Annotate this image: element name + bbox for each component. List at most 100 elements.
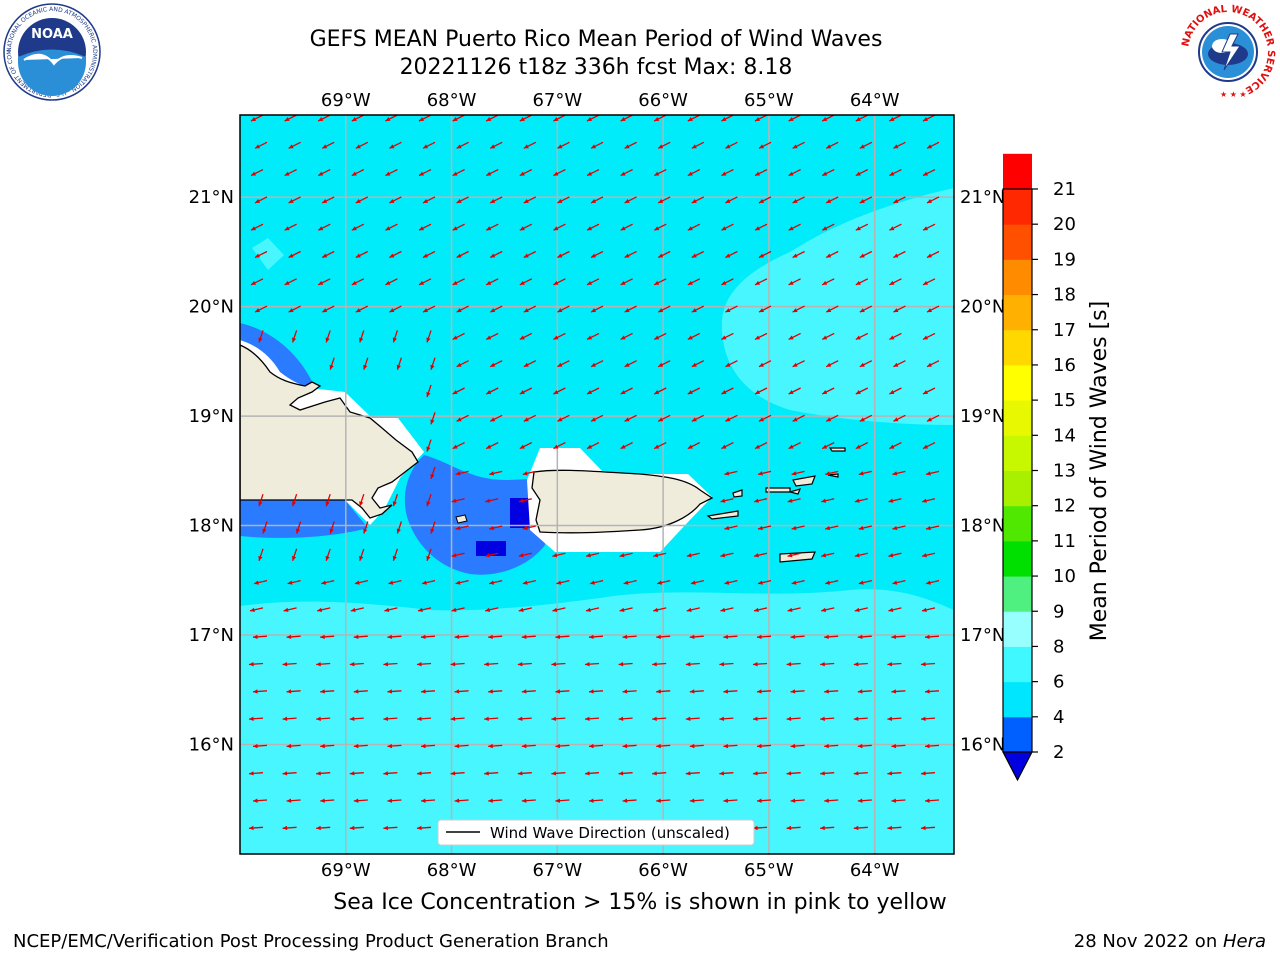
wind-arrow [788,223,801,231]
wind-arrow [283,607,297,613]
wind-arrow [893,360,906,368]
wind-arrow [450,771,465,776]
wind-arrow [753,552,768,558]
wind-arrow [452,387,465,395]
wind-arrow [620,387,633,395]
wind-arrow [248,716,264,721]
wind-arrow [924,689,940,694]
wind-arrow [418,169,432,177]
wind-arrow [392,493,399,507]
wind-arrow [521,798,536,803]
wind-arrow [489,525,503,531]
wind-arrow [656,798,671,803]
wind-arrow [821,169,835,177]
wind-arrow [456,250,469,259]
wind-arrow [586,278,600,286]
wind-arrow [720,552,734,558]
footer-host: Hera [1222,931,1266,952]
wind-arrow [624,141,637,149]
wind-arrow [889,223,902,231]
wind-arrow [752,662,768,667]
wind-arrow [754,115,768,122]
wind-arrow [753,607,768,613]
wind-arrow [620,169,633,177]
wind-arrow [689,798,704,803]
wind-arrow [622,689,637,694]
wind-arrow [921,552,936,558]
wind-arrow [325,493,331,507]
wind-arrow [416,716,432,721]
field-under-2-b [510,498,530,528]
wind-arrow [721,223,734,231]
wind-arrow [353,634,368,640]
wind-arrow [788,169,801,177]
wind-arrow [652,716,667,721]
lon-label-bottom: 64°W [850,860,900,881]
wind-arrow [392,330,399,343]
wind-arrow [687,442,701,450]
wind-arrow [691,360,705,368]
wind-arrow [825,250,839,259]
wind-arrow [825,414,839,422]
wind-arrow [321,250,335,259]
wind-arrow [387,689,402,694]
wind-arrow [452,169,465,177]
chart-title: GEFS MEAN Puerto Rico Mean Period of Win… [240,26,952,82]
wind-arrow [585,552,600,558]
wind-arrow [350,607,364,613]
wind-arrow [725,250,738,259]
wind-arrow [485,442,499,450]
wind-arrow [821,442,835,450]
wind-arrow [922,332,936,340]
wind-arrow [253,579,268,585]
wind-arrow [555,634,570,640]
wind-arrow [889,169,902,177]
wind-arrow [820,825,835,831]
wind-arrow [721,278,734,286]
wind-arrow [359,548,365,562]
wind-arrow [657,250,671,259]
wind-arrow [363,357,369,370]
wind-arrow [624,414,637,422]
wind-arrow [316,716,331,721]
wind-arrow [321,305,335,313]
wind-arrow [892,579,906,585]
wind-arrow [288,305,301,313]
axis-labels: 69°W 69°W 68°W 68°W 67°W 67°W 66°W 66°W 65°W 65°W… [189,90,1006,881]
wind-arrow [489,360,503,368]
wind-arrow [551,716,566,721]
wind-arrow [455,470,469,476]
wind-arrow [685,662,700,667]
wind-arrow [383,716,398,721]
field-6-8-south [240,589,954,854]
wind-arrow [653,442,667,450]
wind-arrow [519,169,533,177]
wind-arrow [248,771,264,776]
wind-arrow [523,360,537,368]
wind-arrow [349,771,364,776]
wind-arrow [389,250,402,259]
wind-arrow [925,579,940,585]
wind-arrow [456,141,469,149]
wind-arrow [853,662,868,667]
wind-arrow [426,330,432,343]
lon-label-top: 68°W [427,90,477,111]
wind-arrow [421,579,436,585]
wind-arrow [825,525,839,531]
wind-arrow [252,689,268,694]
wind-arrow [254,196,268,204]
wind-arrow [586,169,600,177]
wind-arrow [754,387,768,395]
wind-arrow [383,662,398,667]
nws-logo: NATIONAL WEATHER SERVICE ★ ★ ★ [1180,4,1276,100]
wind-arrow [252,798,268,803]
wind-arrow [585,607,600,613]
noaa-logo-text: NOAA [31,27,73,42]
wind-arrow [792,250,805,259]
lon-label-top: 69°W [321,90,371,111]
wind-arrow [286,798,301,803]
wind-arrow [522,470,536,476]
wind-arrow [518,552,532,558]
wind-arrow [691,414,705,422]
wind-arrow [396,357,403,370]
